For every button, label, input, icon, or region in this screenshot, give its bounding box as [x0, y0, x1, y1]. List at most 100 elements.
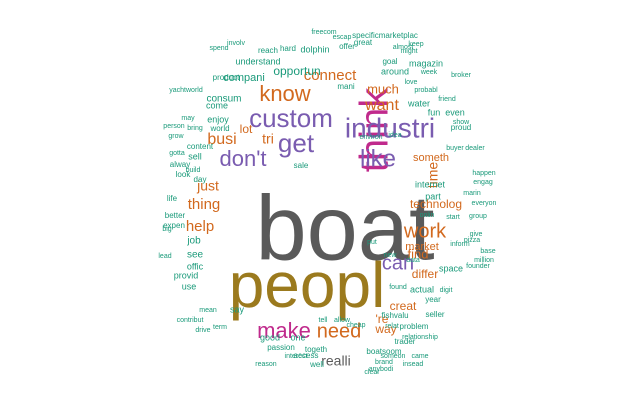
cloud-word: one: [290, 332, 305, 342]
cloud-word: love: [405, 79, 418, 86]
cloud-word: consum: [206, 94, 241, 105]
cloud-word: cheap: [346, 322, 365, 329]
cloud-word: need: [317, 320, 362, 342]
cloud-word: spend: [209, 45, 228, 52]
cloud-word: idea: [388, 132, 401, 139]
cloud-word: peopl: [229, 249, 386, 321]
cloud-word: sale: [294, 161, 309, 170]
cloud-word: grow: [168, 133, 184, 140]
cloud-word: lot: [240, 122, 253, 136]
cloud-word: part: [425, 191, 441, 201]
cloud-word: trader: [395, 337, 416, 346]
cloud-word: fun: [428, 107, 441, 117]
cloud-word: clear: [364, 369, 380, 376]
cloud-word: give: [470, 231, 483, 238]
cloud-word: mani: [337, 82, 355, 91]
cloud-word: keep: [408, 41, 423, 48]
cloud-word: relationship: [402, 334, 438, 341]
cloud-word: don't: [219, 146, 266, 171]
cloud-word: drive: [195, 327, 210, 334]
cloud-word: week: [420, 69, 438, 76]
cloud-word: insead: [403, 361, 424, 368]
cloud-word: internet: [415, 179, 446, 189]
cloud-word: magazin: [409, 58, 443, 68]
cloud-word: came: [411, 353, 428, 360]
cloud-word: opportun: [273, 64, 320, 78]
cloud-word: water: [407, 98, 430, 108]
cloud-word: dealer: [465, 145, 485, 152]
cloud-word: group: [469, 213, 487, 220]
cloud-word: brand: [375, 359, 393, 366]
cloud-word: great: [354, 38, 373, 47]
cloud-word: year: [425, 295, 441, 304]
cloud-word: data: [406, 257, 420, 264]
cloud-word: custom: [249, 103, 333, 133]
cloud-word: offer: [339, 42, 355, 51]
cloud-word: connect: [304, 67, 357, 84]
cloud-word: seller: [425, 310, 444, 319]
cloud-word: hard: [280, 44, 296, 53]
cloud-word: sell: [188, 151, 202, 161]
cloud-word: might: [400, 48, 417, 55]
cloud-word: offic: [187, 261, 204, 271]
cloud-word: understand: [235, 56, 280, 66]
cloud-word: look: [176, 170, 192, 179]
cloud-word: see: [187, 250, 204, 261]
cloud-word: product: [213, 73, 240, 82]
cloud-word: fishvalu: [381, 311, 408, 320]
cloud-word: escap: [333, 34, 352, 41]
cloud-word: reach: [258, 46, 278, 55]
cloud-word: lead: [158, 253, 171, 260]
cloud-word: probabl: [414, 87, 438, 94]
cloud-word: industri: [345, 112, 435, 143]
cloud-word: way: [374, 322, 396, 336]
cloud-word: term: [213, 324, 227, 331]
cloud-word: alway: [170, 160, 190, 169]
cloud-word: contribut: [177, 317, 204, 324]
cloud-word: million: [474, 257, 494, 264]
cloud-word: find: [408, 246, 429, 261]
cloud-word: put: [367, 239, 377, 246]
cloud-word: make: [257, 318, 311, 343]
cloud-word: busi: [207, 131, 236, 148]
cloud-word: better: [165, 211, 186, 220]
cloud-word: found: [389, 284, 407, 291]
cloud-word: know: [259, 81, 310, 106]
cloud-word: job: [186, 236, 201, 247]
cloud-word: day: [194, 175, 207, 184]
cloud-word: expen: [163, 221, 185, 230]
cloud-word: compani: [223, 72, 265, 84]
cloud-word: togeth: [305, 345, 327, 354]
cloud-word: relat: [385, 323, 399, 330]
cloud-word: access: [294, 351, 319, 360]
cloud-word: pizza: [464, 237, 480, 244]
cloud-word: thing: [188, 196, 221, 213]
cloud-word: mean: [199, 307, 217, 314]
cloud-word: time: [425, 162, 441, 189]
cloud-word: onlin: [420, 212, 435, 219]
cloud-word: someon: [381, 353, 406, 360]
cloud-word: freecom: [311, 29, 336, 36]
cloud-word: content: [187, 142, 214, 151]
cloud-word: say: [230, 304, 245, 314]
cloud-word: just: [196, 178, 219, 194]
cloud-word: space: [439, 263, 463, 273]
cloud-word: tell: [319, 317, 328, 324]
cloud-word: bring: [187, 125, 203, 132]
cloud-word: almost: [393, 44, 414, 51]
cloud-word: good: [260, 332, 280, 342]
cloud-word: 're: [376, 312, 389, 326]
cloud-word: creat: [390, 299, 417, 313]
cloud-word: happen: [472, 170, 495, 177]
cloud-word: dolphin: [300, 44, 329, 54]
cloud-word: friend: [438, 96, 456, 103]
cloud-word: provid: [174, 270, 199, 280]
cloud-word: help: [186, 218, 214, 235]
cloud-word: actual: [410, 284, 434, 294]
cloud-word: around: [381, 66, 409, 76]
cloud-word: involv: [227, 40, 245, 47]
cloud-word: boatsoom: [366, 347, 401, 356]
cloud-word: founder: [466, 263, 490, 270]
cloud-word: think: [353, 87, 397, 172]
cloud-word: allow: [334, 317, 351, 324]
